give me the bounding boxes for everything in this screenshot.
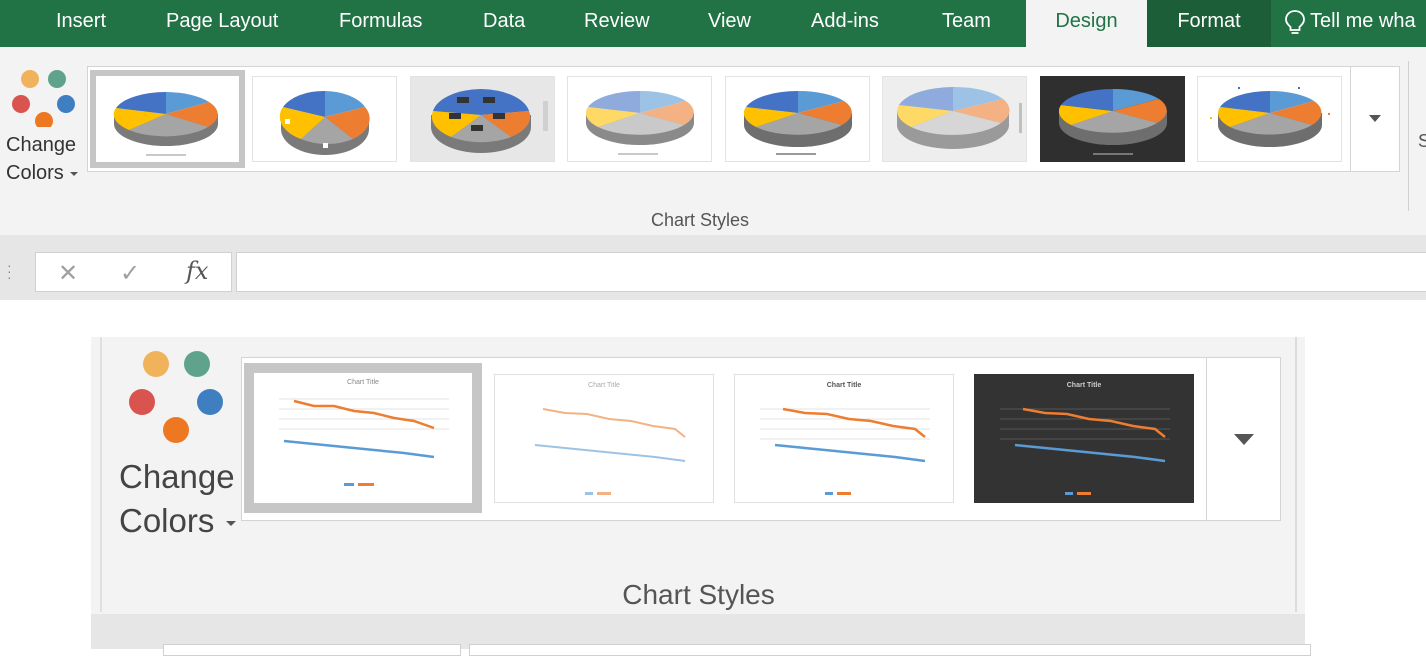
line-chart-style-1[interactable]: Chart Title	[244, 363, 482, 513]
chart-style-4[interactable]	[567, 76, 712, 162]
check-icon[interactable]: ✓	[120, 260, 141, 287]
zoom-edge-left	[100, 337, 102, 612]
zoom-edge-right	[1295, 337, 1297, 612]
chart-style-2[interactable]	[252, 76, 397, 162]
line-chart-style-4[interactable]: Chart Title	[974, 374, 1194, 503]
formula-bar: · · · ✕ ✓ fx	[0, 235, 1426, 300]
chevron-down-icon	[70, 171, 79, 176]
tab-add-ins[interactable]: Add-ins	[811, 10, 879, 32]
color-palette-icon	[129, 351, 223, 443]
fx-icon[interactable]: fx	[186, 257, 209, 285]
chart-style-1[interactable]	[90, 70, 245, 168]
tab-format[interactable]: Format	[1147, 0, 1271, 47]
group-label-chart-styles-zoomed: Chart Styles	[622, 579, 775, 610]
tab-page-layout[interactable]: Page Layout	[166, 10, 279, 32]
chevron-down-icon	[225, 521, 236, 527]
tell-me-search[interactable]: Tell me wha	[1284, 0, 1416, 47]
chart-style-7[interactable]	[1040, 76, 1185, 162]
change-colors-button[interactable]	[4, 57, 84, 132]
chart-style-3[interactable]	[410, 76, 555, 162]
chart-style-8[interactable]	[1197, 76, 1342, 162]
line-style-2-title: Chart Title	[588, 382, 620, 389]
line-style-1-title: Chart Title	[347, 379, 379, 386]
tab-formulas[interactable]: Formulas	[339, 10, 423, 32]
lightbulb-icon	[1285, 9, 1305, 34]
gallery-more-button-zoomed[interactable]	[1206, 358, 1281, 520]
tab-insert[interactable]: Insert	[56, 10, 107, 32]
tab-data[interactable]: Data	[483, 10, 526, 32]
chart-style-6[interactable]	[882, 76, 1027, 162]
cross-icon[interactable]: ✕	[58, 260, 79, 287]
chevron-down-icon	[1369, 115, 1381, 122]
line-style-4-title: Chart Title	[1067, 382, 1102, 389]
gallery-more-button[interactable]	[1350, 67, 1399, 171]
formula-input[interactable]	[236, 252, 1426, 292]
chevron-down-icon	[1234, 434, 1254, 445]
change-colors-label-zoomed[interactable]: Change Colors	[119, 455, 238, 543]
tab-design[interactable]: Design	[1026, 0, 1147, 48]
zoomed-formula-input	[469, 644, 1311, 656]
chart-styles-gallery-zoomed: Chart Title Chart Title Chart Title	[241, 357, 1281, 521]
tab-view[interactable]: View	[708, 10, 751, 32]
grip-icon: · · ·	[7, 257, 12, 285]
tab-review[interactable]: Review	[584, 10, 650, 32]
tab-team[interactable]: Team	[942, 10, 991, 32]
tell-me-text: Tell me wha	[1310, 10, 1416, 32]
chart-styles-gallery	[87, 66, 1400, 172]
zoomed-name-box	[163, 644, 461, 656]
zoomed-chart-styles: Change Colors Chart Title Chart Title	[91, 337, 1311, 656]
group-separator	[1408, 61, 1409, 211]
line-chart-style-2[interactable]: Chart Title	[494, 374, 714, 503]
next-group-partial-label: S	[1418, 131, 1426, 151]
chart-style-5[interactable]	[725, 76, 870, 162]
zoomed-formula-strip	[91, 614, 1311, 656]
ribbon-body: Change Colors	[0, 47, 1426, 235]
line-chart-style-3[interactable]: Chart Title	[734, 374, 954, 503]
line-style-3-title: Chart Title	[827, 382, 862, 389]
change-colors-label[interactable]: Change Colors	[6, 131, 79, 187]
change-colors-button-zoomed[interactable]	[121, 347, 231, 452]
formula-buttons: ✕ ✓ fx	[35, 252, 232, 292]
ribbon-tab-bar: Insert Page Layout Formulas Data Review …	[0, 0, 1426, 48]
group-label-chart-styles: Chart Styles	[650, 210, 750, 230]
color-palette-icon	[12, 70, 75, 130]
